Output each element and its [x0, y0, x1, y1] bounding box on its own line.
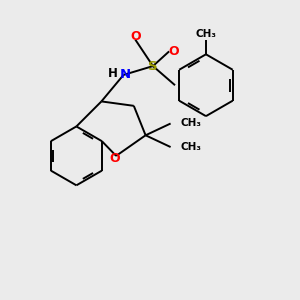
Text: CH₃: CH₃: [181, 142, 202, 152]
Text: CH₃: CH₃: [181, 118, 202, 128]
Text: O: O: [130, 30, 141, 43]
Text: S: S: [148, 60, 158, 73]
Text: H: H: [108, 67, 118, 80]
Text: N: N: [119, 68, 130, 81]
Text: O: O: [110, 152, 120, 165]
Text: O: O: [168, 45, 179, 58]
Text: CH₃: CH₃: [195, 29, 216, 39]
